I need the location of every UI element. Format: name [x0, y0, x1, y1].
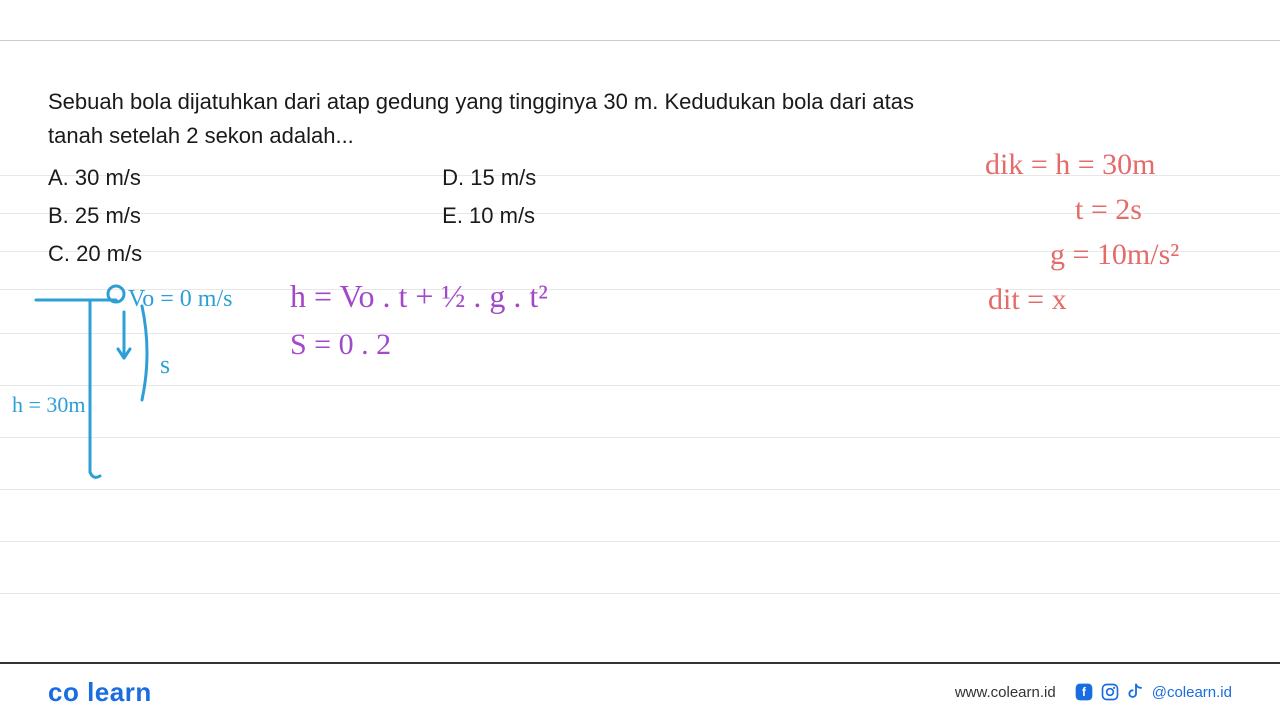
ruled-line: [0, 489, 1280, 490]
tiktok-icon: [1126, 682, 1146, 702]
facebook-icon: f: [1074, 682, 1094, 702]
options-container: A. 30 m/s B. 25 m/s C. 20 m/s D. 15 m/s E. …: [48, 161, 1232, 275]
logo-right: learn: [87, 677, 152, 707]
ruled-line: [0, 333, 1280, 334]
ruled-line: [0, 385, 1280, 386]
option-item: D. 15 m/s: [442, 161, 536, 195]
logo: co learn: [48, 677, 152, 708]
ruled-line: [0, 289, 1280, 290]
option-item: B. 25 m/s: [48, 199, 142, 233]
option-item: C. 20 m/s: [48, 237, 142, 271]
ruled-line: [0, 593, 1280, 594]
logo-left: co: [48, 677, 79, 707]
ruled-line: [0, 437, 1280, 438]
question-text: Sebuah bola dijatuhkan dari atap gedung …: [48, 85, 1232, 153]
social-icons: f @colearn.id: [1074, 682, 1232, 702]
social-handle: @colearn.id: [1152, 684, 1232, 701]
svg-text:f: f: [1082, 686, 1086, 699]
instagram-icon: [1100, 682, 1120, 702]
option-item: A. 30 m/s: [48, 161, 142, 195]
footer: co learn www.colearn.id f @colearn.id: [0, 662, 1280, 720]
content-area: Sebuah bola dijatuhkan dari atap gedung …: [0, 0, 1280, 275]
option-item: E. 10 m/s: [442, 199, 536, 233]
footer-url: www.colearn.id: [955, 684, 1056, 701]
ruled-line: [0, 541, 1280, 542]
options-col-left: A. 30 m/s B. 25 m/s C. 20 m/s: [48, 161, 142, 275]
logo-dot: [79, 677, 87, 707]
footer-right: www.colearn.id f @colearn.id: [955, 682, 1232, 702]
options-col-right: D. 15 m/s E. 10 m/s: [442, 161, 536, 275]
